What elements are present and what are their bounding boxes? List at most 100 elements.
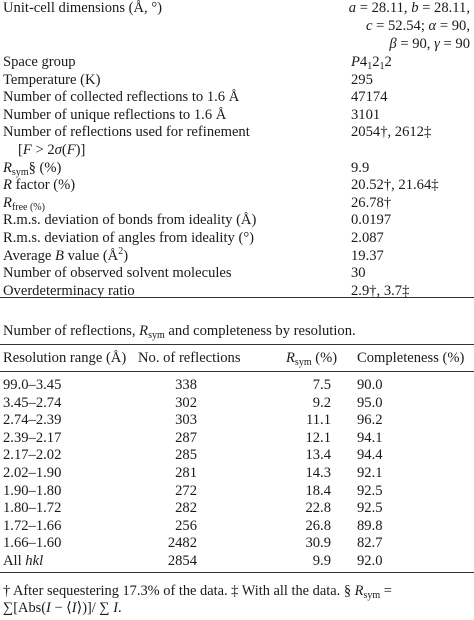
resolution-range-cell: 3.45–2.74 (3, 394, 62, 411)
rsym-cell: 26.8 (305, 517, 331, 534)
reflections-count-cell: 272 (175, 482, 197, 499)
unique-reflections-label: Number of unique reflections to 1.6 Å (3, 106, 227, 123)
unit-cell-line-1: a = 28.11, b = 28.11, (348, 0, 470, 16)
rsym-cell: 9.2 (312, 394, 331, 411)
average-b-row: Average B value (Å2) 19.37 (0, 245, 474, 266)
resolution-range-cell: 1.80–1.72 (3, 500, 62, 517)
completeness-cell: 92.0 (357, 553, 383, 569)
table1-bottom-rule (0, 297, 474, 298)
r-free-label: Rfree (%) (3, 194, 45, 213)
space-group-value: P41212 (351, 54, 392, 72)
completeness-cell: 96.2 (357, 412, 383, 429)
refinement-reflections-label: Number of reflections used for refinemen… (3, 124, 250, 141)
rms-angles-label: R.m.s. deviation of angles from ideality… (3, 229, 255, 246)
solvent-label: Number of observed solvent molecules (3, 265, 232, 282)
r-factor-row: R factor (%) 20.52†, 21.64‡ (0, 177, 474, 195)
reflections-count-cell: 256 (175, 517, 197, 534)
footnote-line-2: ∑[Abs(I − ⟨I⟩)]/ ∑ I. (3, 600, 122, 616)
reflections-count-cell: 303 (175, 412, 197, 429)
temperature-label: Temperature (K) (3, 71, 101, 88)
rsym-cell: 13.4 (305, 447, 331, 464)
table-row: 1.90–1.80 272 18.4 92.5 (0, 483, 474, 501)
resolution-range-cell: 2.39–2.17 (3, 429, 62, 446)
unique-reflections-value: 3101 (351, 106, 381, 123)
rms-bonds-label: R.m.s. deviation of bonds from ideality … (3, 212, 257, 229)
reflections-count-cell: 282 (175, 500, 197, 517)
reflections-count-cell: 285 (175, 447, 197, 464)
reflections-count-cell: 2482 (167, 535, 197, 552)
table-row: 1.80–1.72 282 22.8 92.5 (0, 500, 474, 518)
resolution-range-cell: 2.02–1.90 (3, 465, 62, 481)
completeness-cell: 92.5 (357, 500, 383, 517)
unique-reflections-row: Number of unique reflections to 1.6 Å 31… (0, 107, 474, 125)
resolution-range-cell: All hkl (3, 553, 44, 569)
table2-top-rule (0, 344, 474, 345)
header-resolution-range: Resolution range (Å) (3, 350, 127, 366)
rsym-value: 9.9 (351, 159, 370, 176)
solvent-row: Number of observed solvent molecules 30 (0, 265, 474, 283)
table2-bottom-rule (0, 572, 474, 573)
table-row: 99.0–3.45 338 7.5 90.0 (0, 377, 474, 395)
header-no-of-reflections: No. of reflections (138, 350, 241, 366)
space-group-label: Space group (3, 54, 76, 70)
footnote: † After sequestering 17.3% of the data. … (3, 583, 471, 617)
rsym-cell: 11.1 (306, 412, 331, 429)
refinement-reflections-condition: [F > 2σ(F)] (18, 141, 86, 158)
unit-cell-value: a = 28.11, b = 28.11, c = 52.54; α = 90,… (331, 0, 470, 54)
reflections-count-cell: 2854 (167, 553, 197, 569)
r-free-row: Rfree (%) 26.78† (0, 195, 474, 213)
overdeterminacy-label: Overdeterminacy ratio (3, 282, 135, 299)
overdeterminacy-row: Overdeterminacy ratio 2.9†, 3.7‡ (0, 283, 474, 301)
r-free-value: 26.78† (351, 194, 392, 211)
completeness-cell: 90.0 (357, 377, 383, 393)
table-row: 2.02–1.90 281 14.3 92.1 (0, 465, 474, 483)
reflections-count-cell: 338 (175, 377, 197, 393)
completeness-cell: 94.4 (357, 447, 383, 464)
table-row: 2.74–2.39 303 11.1 96.2 (0, 412, 474, 430)
header-completeness: Completeness (%) (357, 350, 465, 366)
reflections-count-cell: 287 (175, 429, 197, 446)
rsym-cell: 12.1 (305, 429, 331, 446)
unit-cell-row: Unit-cell dimensions (Å, °) a = 28.11, b… (0, 0, 474, 54)
refinement-reflections-value: 2054†, 2612‡ (351, 124, 432, 141)
rsym-cell: 18.4 (305, 482, 331, 499)
rsym-row: Rsym§ (%) 9.9 (0, 160, 474, 178)
collected-reflections-row: Number of collected reflections to 1.6 Å… (0, 89, 474, 107)
resolution-range-cell: 2.17–2.02 (3, 447, 62, 464)
completeness-cell: 89.8 (357, 517, 383, 534)
solvent-value: 30 (351, 265, 366, 282)
rms-angles-row: R.m.s. deviation of angles from ideality… (0, 230, 474, 248)
completeness-cell: 92.5 (357, 482, 383, 499)
rsym-cell: 9.9 (312, 553, 331, 569)
resolution-range-cell: 99.0–3.45 (3, 377, 62, 393)
r-factor-label: R factor (%) (3, 177, 76, 194)
space-group-row: Space group P41212 (0, 54, 474, 72)
completeness-cell: 95.0 (357, 394, 383, 411)
unit-cell-line-2: c = 52.54; α = 90, (365, 18, 470, 34)
completeness-cell: 94.1 (357, 429, 383, 446)
unit-cell-label: Unit-cell dimensions (Å, °) (3, 0, 163, 16)
refinement-reflections-row: Number of reflections used for refinemen… (0, 124, 474, 159)
table2-header-rule (0, 371, 474, 372)
reflections-count-cell: 302 (175, 394, 197, 411)
resolution-range-cell: 1.90–1.80 (3, 482, 62, 499)
refinement-statistics-table: Unit-cell dimensions (Å, °) a = 28.11, b… (0, 0, 474, 300)
resolution-range-cell: 1.72–1.66 (3, 517, 62, 534)
temperature-row: Temperature (K) 295 (0, 72, 474, 90)
resolution-range-cell: 1.66–1.60 (3, 535, 62, 552)
resolution-range-cell: 2.74–2.39 (3, 412, 62, 429)
rsym-cell: 14.3 (305, 465, 331, 481)
table-row: 2.17–2.02 285 13.4 94.4 (0, 447, 474, 465)
rsym-cell: 30.9 (305, 535, 331, 552)
average-b-label: Average B value (Å2) (3, 245, 129, 264)
table-row: All hkl 2854 9.9 92.0 (0, 553, 474, 571)
rms-angles-value: 2.087 (351, 229, 384, 246)
temperature-value: 295 (351, 71, 373, 88)
r-factor-value: 20.52†, 21.64‡ (351, 177, 439, 194)
rsym-cell: 7.5 (312, 377, 331, 393)
average-b-value: 19.37 (351, 247, 384, 264)
footnote-line-1: † After sequestering 17.3% of the data. … (3, 583, 392, 601)
completeness-cell: 92.1 (357, 465, 383, 481)
rms-bonds-value: 0.0197 (351, 212, 392, 229)
